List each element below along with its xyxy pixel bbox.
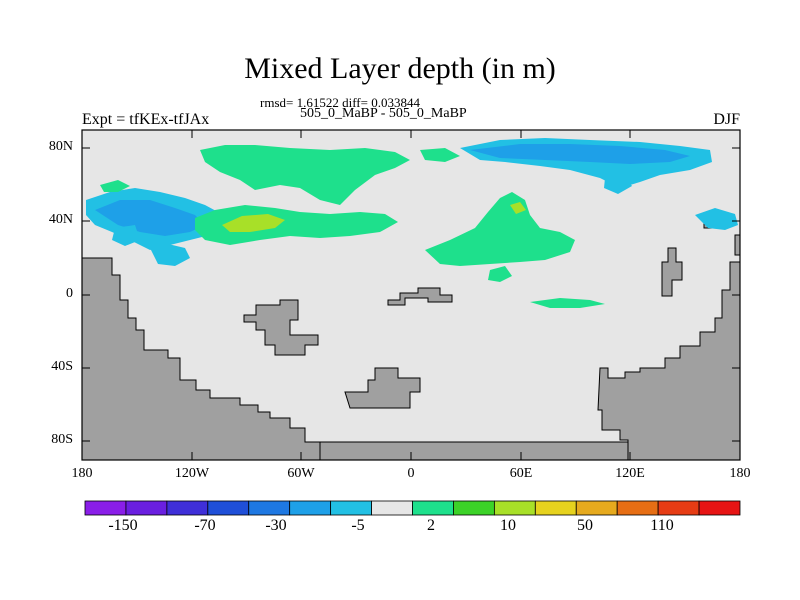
colorbar-swatch	[125, 500, 168, 516]
colorbar-swatch	[657, 500, 700, 516]
stats-text: rmsd= 1.61522 diff= 0.033844	[260, 95, 420, 110]
land-antarctica	[319, 441, 629, 461]
colorbar-label: -150	[108, 517, 138, 534]
land-asia-australia	[597, 261, 741, 461]
land-america	[81, 257, 321, 461]
x-tick-label: 180	[729, 466, 751, 481]
colorbar-swatch	[207, 500, 250, 516]
anomaly-layer	[86, 138, 738, 308]
land-antarctic-piece	[344, 367, 421, 409]
y-axis	[82, 147, 740, 442]
patch-lightblue-epac	[695, 208, 738, 230]
colorbar-label: 50	[577, 517, 593, 534]
colorbar-swatch	[534, 500, 577, 516]
patch-midblue-npac	[470, 144, 690, 164]
plot-subtitle: 505_0_MaBP - 505_0_MaBP	[300, 106, 467, 121]
colorbar-swatch	[453, 500, 495, 516]
patch-green-arctic-bits	[420, 148, 460, 162]
y-tick-label: 80S	[51, 432, 73, 447]
colorbar-swatch	[289, 500, 332, 516]
colorbar-swatch	[616, 500, 659, 516]
patch-lightblue-small2	[112, 225, 140, 246]
patch-green-arctic	[200, 145, 410, 205]
patch-midblue-atlantic	[95, 200, 205, 236]
colorbar-label: -30	[265, 517, 287, 534]
colorbar-label: -5	[351, 517, 365, 534]
colorbar-swatch	[330, 500, 372, 516]
patch-lime-pacific	[510, 202, 526, 214]
patch-green-pacific-s	[530, 298, 605, 308]
patch-green-atl-n	[100, 180, 130, 192]
y-tick-label: 0	[66, 286, 73, 301]
x-tick-label: 180	[71, 466, 93, 481]
x-tick-label: 0	[407, 466, 415, 481]
colorbar-swatch	[371, 500, 413, 516]
colorbar-label: 110	[650, 517, 674, 534]
season-label: DJF	[713, 111, 740, 128]
colorbar	[84, 500, 741, 516]
patch-green-nafrica	[488, 266, 512, 282]
y-tick-label: 40S	[51, 359, 73, 374]
land-east-block	[734, 234, 741, 256]
patch-lightblue-npac-w	[604, 176, 632, 194]
colorbar-label: 10	[500, 517, 516, 534]
colorbar-swatch	[166, 500, 209, 516]
y-tick-label: 40N	[48, 212, 73, 227]
colorbar-label: 2	[427, 517, 435, 534]
experiment-label: Expt = tfKEx-tfJAx	[82, 111, 210, 128]
patch-lime-atlantic	[222, 214, 285, 232]
colorbar-swatch	[248, 500, 291, 516]
land-island-n	[387, 287, 453, 306]
colorbar-swatch	[412, 500, 454, 516]
plot-title: Mixed Layer depth (in m)	[244, 52, 556, 85]
y-tick-label: 80N	[48, 139, 73, 154]
x-tick-label: 120E	[615, 466, 645, 481]
colorbar-label: -70	[194, 517, 216, 534]
x-tick-label: 60E	[509, 466, 533, 481]
patch-lightblue-small	[150, 244, 190, 266]
patch-green-pacific	[425, 192, 575, 266]
colorbar-swatch	[698, 500, 741, 516]
patch-green-atlantic	[195, 205, 398, 245]
colorbar-swatch	[84, 500, 127, 516]
x-tick-label: 120W	[174, 466, 210, 481]
x-tick-label: 60W	[287, 466, 315, 481]
land-layer	[81, 211, 741, 461]
colorbar-swatch	[493, 500, 536, 516]
x-axis	[81, 130, 741, 460]
colorbar-swatch	[575, 500, 618, 516]
land-africa-west	[243, 299, 319, 356]
land-seasia-strip	[661, 247, 683, 297]
